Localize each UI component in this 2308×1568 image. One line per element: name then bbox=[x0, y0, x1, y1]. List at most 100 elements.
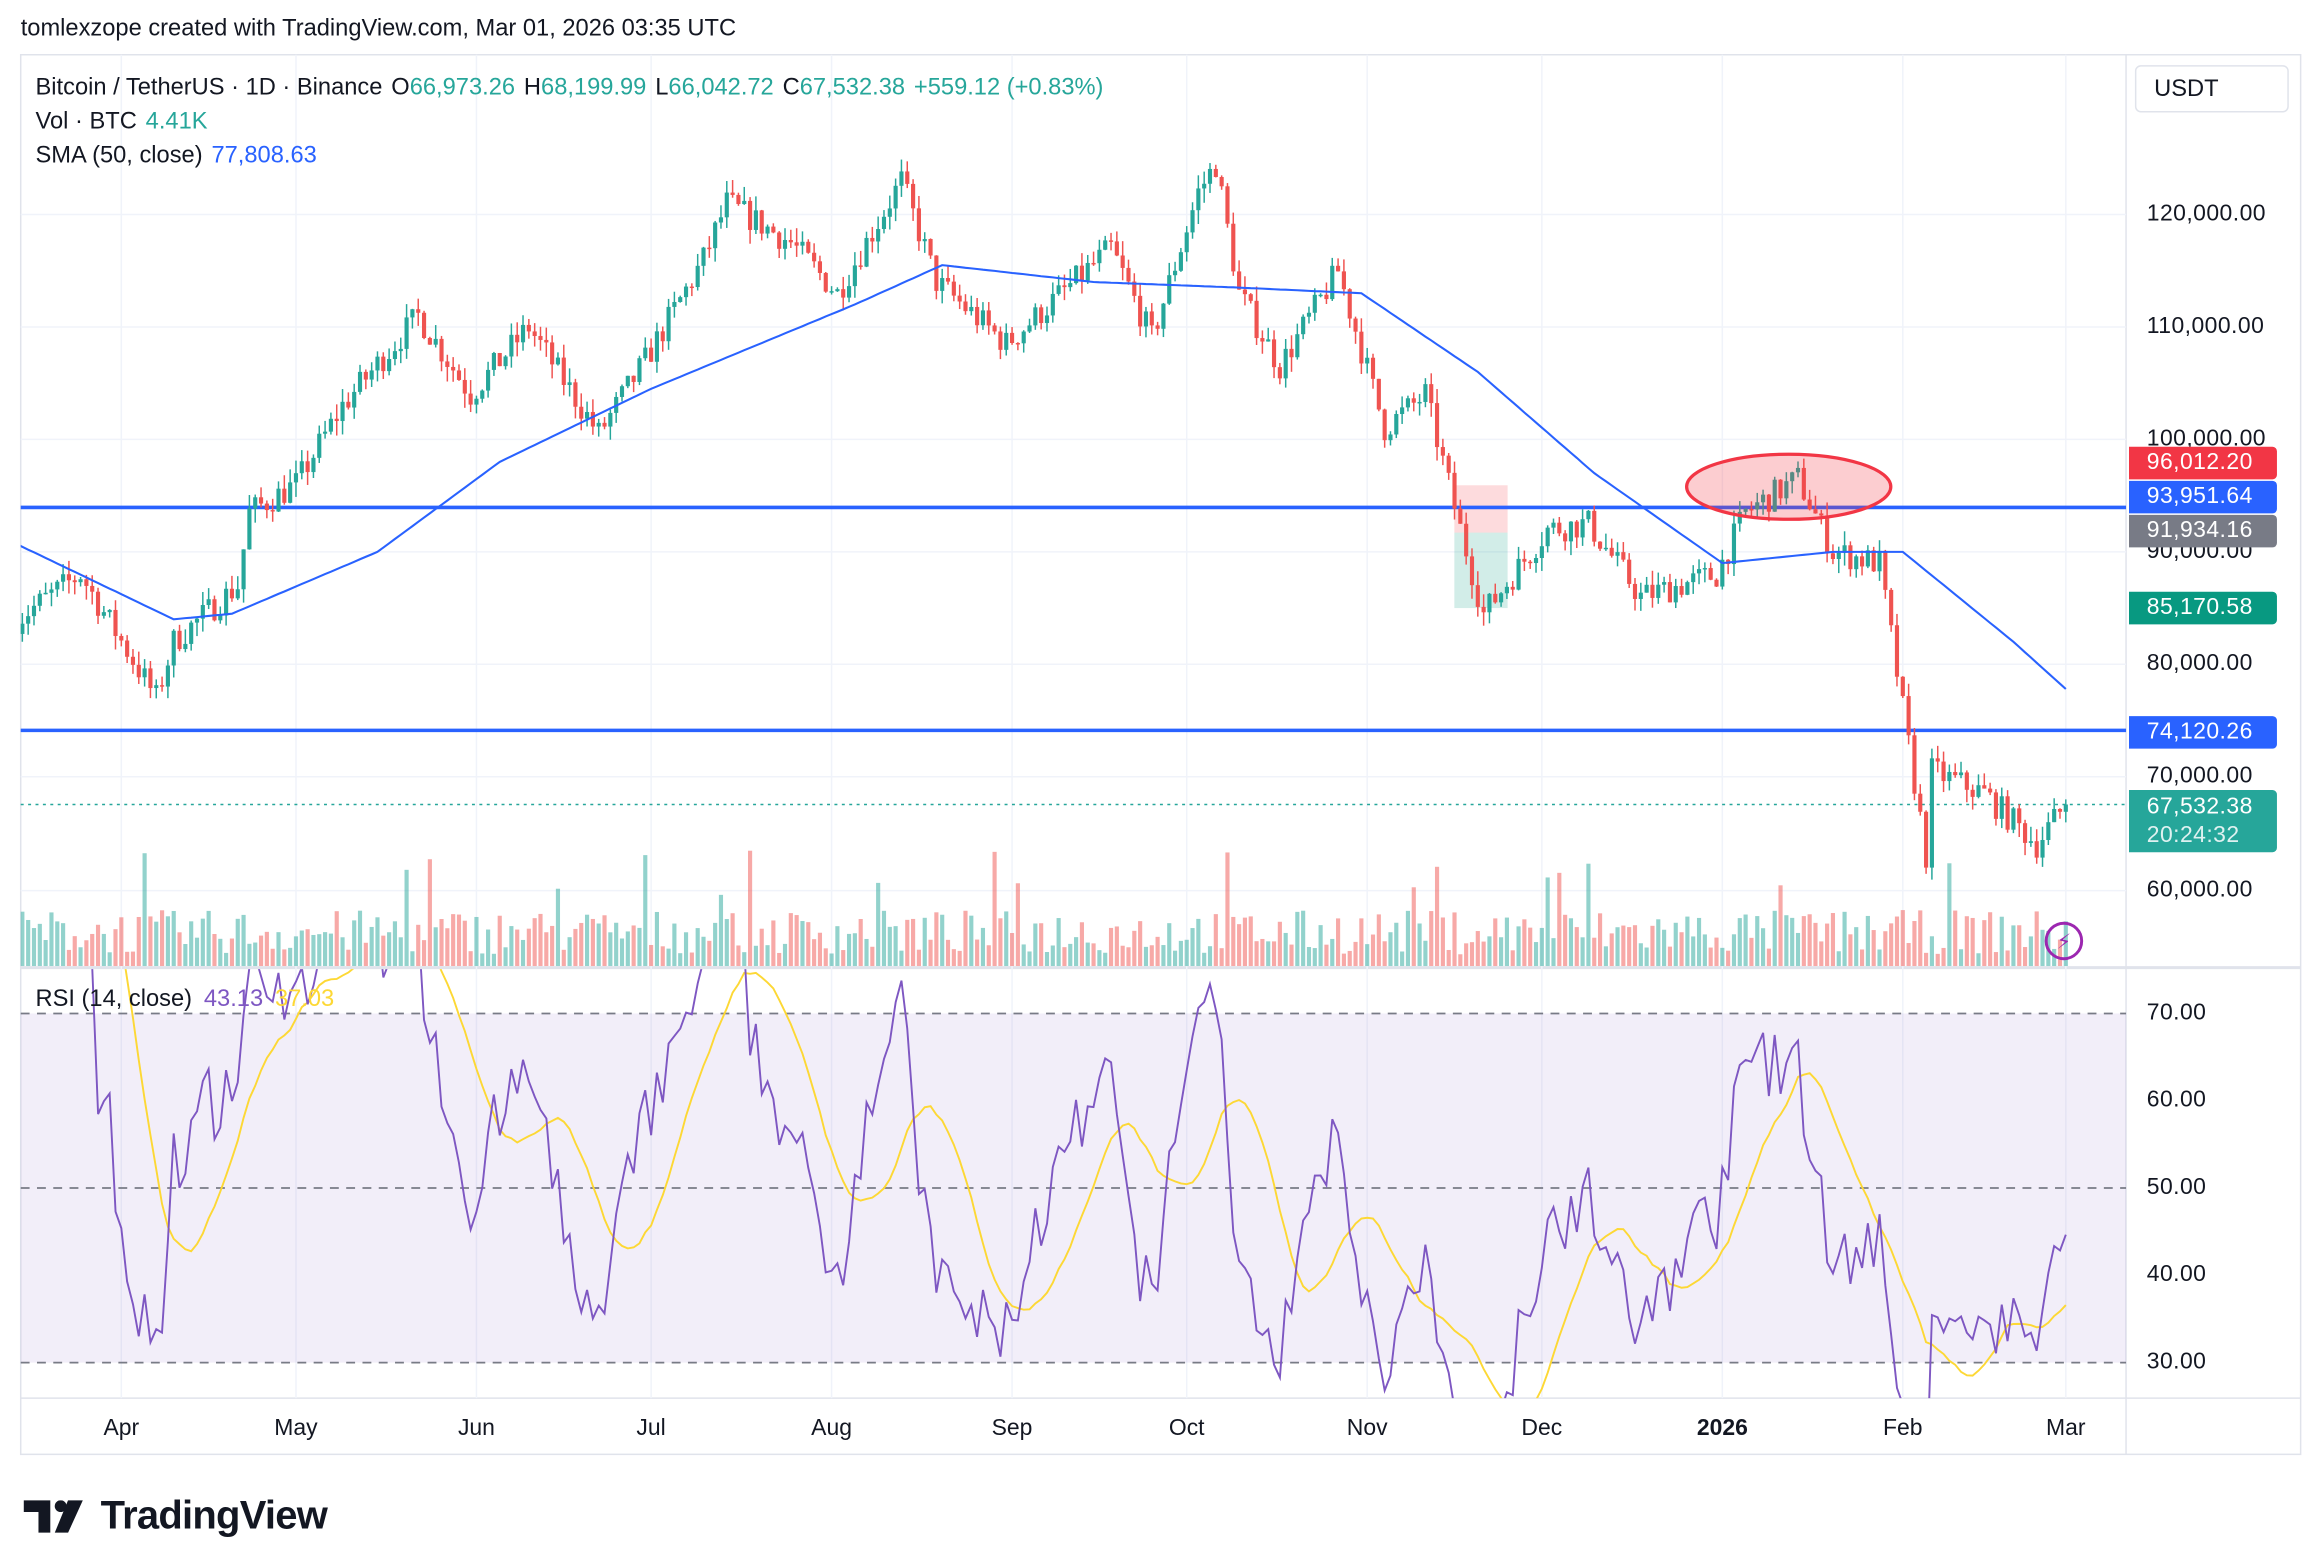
candle-body bbox=[125, 640, 130, 657]
volume-bar bbox=[1766, 948, 1771, 967]
volume-bar bbox=[293, 936, 299, 967]
candle-body bbox=[404, 317, 409, 349]
candle-body bbox=[1359, 331, 1364, 364]
candle-body bbox=[1615, 552, 1620, 556]
candle-body bbox=[1481, 606, 1486, 613]
candle-body bbox=[1446, 455, 1451, 473]
volume-bar bbox=[643, 855, 648, 967]
candle-body bbox=[293, 473, 299, 483]
candle-body bbox=[2063, 804, 2068, 812]
volume-bar bbox=[1784, 915, 1789, 967]
currency-button[interactable]: USDT bbox=[2134, 65, 2289, 113]
candle-body bbox=[1586, 510, 1591, 520]
candle-body bbox=[1702, 568, 1707, 570]
candle-body bbox=[602, 422, 607, 427]
candle-body bbox=[887, 208, 892, 217]
volume-bar bbox=[113, 929, 118, 967]
candle-body bbox=[1912, 735, 1917, 794]
candle-body bbox=[1836, 552, 1841, 560]
candle-body bbox=[782, 239, 788, 249]
volume-bar bbox=[1132, 930, 1137, 967]
candle-body bbox=[998, 331, 1003, 350]
candle-body bbox=[870, 237, 875, 242]
volume-bar bbox=[1842, 911, 1847, 967]
chart-canvas[interactable] bbox=[0, 0, 2308, 1480]
candle-body bbox=[468, 393, 473, 405]
candle-body bbox=[707, 247, 712, 250]
volume-bar bbox=[1597, 913, 1603, 967]
time-tick: Feb bbox=[1883, 1415, 1923, 1442]
volume-bar bbox=[433, 927, 438, 967]
candle-body bbox=[701, 247, 706, 266]
volume-bar bbox=[247, 943, 252, 967]
candle-body bbox=[78, 579, 83, 583]
rsi-line bbox=[91, 969, 2067, 1399]
volume-bar bbox=[1644, 947, 1649, 967]
volume-bar bbox=[445, 928, 450, 967]
volume-bar bbox=[1062, 947, 1067, 967]
rsi-legend[interactable]: RSI (14, close) 43.13 37.03 bbox=[36, 987, 335, 1014]
candle-body bbox=[1924, 811, 1929, 868]
volume-bar bbox=[823, 948, 828, 967]
candle-body bbox=[1330, 265, 1335, 300]
rsi-band-fill bbox=[20, 1013, 2127, 1363]
volume-bar bbox=[340, 937, 345, 967]
candle-body bbox=[852, 265, 857, 287]
volume-bar bbox=[241, 914, 246, 967]
candle-body bbox=[992, 325, 997, 332]
time-tick: Mar bbox=[2046, 1415, 2086, 1442]
candle-body bbox=[14, 619, 18, 634]
candle-body bbox=[713, 222, 718, 249]
volume-bar bbox=[1772, 910, 1777, 967]
volume-bar bbox=[742, 952, 747, 967]
volume-legend[interactable]: Vol · BTC 4.41K bbox=[36, 105, 1104, 139]
candle-body bbox=[200, 605, 205, 619]
volume-bar bbox=[1009, 933, 1015, 967]
candle-body bbox=[1528, 561, 1533, 564]
candle-body bbox=[1289, 348, 1294, 358]
candle-body bbox=[1365, 357, 1370, 364]
rsi-lines bbox=[91, 969, 2067, 1399]
candle-body bbox=[1068, 283, 1073, 288]
candle-body bbox=[311, 457, 316, 473]
drawings[interactable] bbox=[1454, 485, 1508, 609]
candle-body bbox=[1312, 294, 1317, 313]
volume-bar bbox=[765, 945, 770, 967]
volume-bar bbox=[107, 952, 112, 967]
volume-bar bbox=[1894, 916, 1900, 967]
volume-bar bbox=[381, 935, 386, 967]
volume-bar bbox=[1068, 943, 1073, 967]
time-tick: 2026 bbox=[1696, 1415, 1748, 1442]
volume-bar bbox=[1184, 939, 1189, 967]
price-tick: 60,000.00 bbox=[2146, 877, 2253, 903]
volume-bar bbox=[1493, 918, 1498, 967]
volume-bar bbox=[1999, 916, 2004, 967]
candle-body bbox=[1091, 262, 1096, 265]
volume-bar bbox=[1178, 940, 1183, 967]
open-value: 66,973.26 bbox=[409, 75, 516, 101]
sma-legend[interactable]: SMA (50, close) 77,808.63 bbox=[36, 139, 1104, 173]
volume-bar bbox=[730, 913, 735, 967]
volume-bar bbox=[486, 929, 491, 967]
ellipse-drawing[interactable] bbox=[1685, 452, 1893, 521]
candle-body bbox=[951, 281, 956, 296]
volume-bar bbox=[229, 938, 235, 967]
volume-bar bbox=[1167, 923, 1172, 967]
lightning-icon[interactable]: ⚡ bbox=[2044, 921, 2084, 961]
candle-body bbox=[1353, 318, 1358, 332]
candle-body bbox=[1452, 472, 1457, 509]
candle-body bbox=[1336, 265, 1341, 272]
candle-body bbox=[1213, 168, 1218, 178]
volume-bar bbox=[689, 952, 694, 967]
candle-body bbox=[247, 508, 252, 550]
chart-frame bbox=[19, 54, 2302, 1456]
candle-body bbox=[817, 261, 823, 273]
candle-body bbox=[794, 242, 799, 246]
candle-body bbox=[2028, 841, 2033, 843]
symbol-name[interactable]: Bitcoin / TetherUS · 1D · Binance bbox=[35, 75, 383, 101]
candle-body bbox=[2052, 808, 2057, 823]
volume-bar bbox=[1947, 863, 1952, 967]
volume-bar bbox=[1825, 923, 1830, 967]
candle-body bbox=[1580, 519, 1585, 538]
volume-bar bbox=[1499, 937, 1504, 967]
